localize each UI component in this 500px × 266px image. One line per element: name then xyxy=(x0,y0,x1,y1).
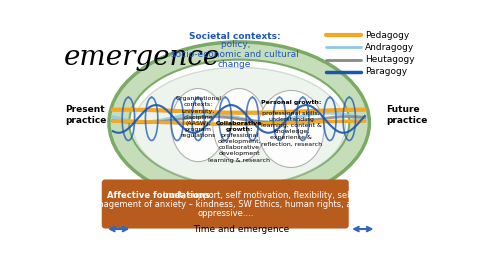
Text: professional skills,
understanding
learning, content &
knowledge,
experience &
r: professional skills, understanding learn… xyxy=(260,104,322,147)
Text: Andragogy: Andragogy xyxy=(365,43,414,52)
Text: Collaborative
growth:: Collaborative growth: xyxy=(216,121,262,132)
Text: oppressive....: oppressive.... xyxy=(197,209,254,218)
Text: Affective foundations:: Affective foundations: xyxy=(108,190,214,200)
Ellipse shape xyxy=(133,67,346,186)
Text: Personal growth:: Personal growth: xyxy=(261,100,322,105)
Text: Organisational
contexts:
university,
discipline
(AASW),
program
regulations: Organisational contexts: university, dis… xyxy=(175,96,221,139)
Ellipse shape xyxy=(171,89,225,162)
Text: Future
practice: Future practice xyxy=(386,105,428,125)
Ellipse shape xyxy=(109,42,370,204)
Text: Time and emergence: Time and emergence xyxy=(192,225,289,234)
Text: Pedagogy: Pedagogy xyxy=(365,31,409,39)
Text: policy,
socio-economic and cultural
change: policy, socio-economic and cultural chan… xyxy=(170,40,298,69)
Text: Paragogy: Paragogy xyxy=(365,68,407,76)
Text: Heutagogy: Heutagogy xyxy=(365,55,414,64)
Ellipse shape xyxy=(258,90,324,167)
FancyBboxPatch shape xyxy=(103,181,348,227)
Text: professional
development,
collaborative
development
learning & research: professional development, collaborative … xyxy=(208,127,270,163)
Ellipse shape xyxy=(129,60,349,186)
Text: trust, support, self motivation, flexibility, self-paced,: trust, support, self motivation, flexibi… xyxy=(163,190,384,200)
Text: Present
practice: Present practice xyxy=(65,105,106,125)
Text: management of anxiety – kindness, SW Ethics, human rights, anti-: management of anxiety – kindness, SW Eth… xyxy=(85,200,366,209)
Ellipse shape xyxy=(213,89,266,162)
Text: Societal contexts:: Societal contexts: xyxy=(188,32,280,41)
Text: emergence: emergence xyxy=(64,44,220,71)
